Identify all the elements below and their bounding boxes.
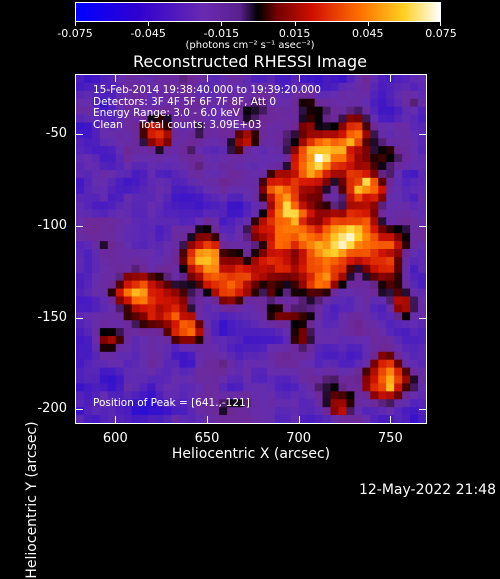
info-time-range: 15-Feb-2014 19:38:40.000 to 19:39:20.000 [93,84,321,96]
info-clean-counts: Clean Total counts: 3.09E+03 [93,118,262,131]
y-tick-label: -100 [37,218,67,234]
y-tick-label: -150 [37,309,67,325]
y-tick-mark [75,134,83,136]
colorbar-tick [367,22,369,26]
timestamp: 12-May-2022 21:48 [358,482,496,498]
y-tick-label: -200 [37,401,67,417]
y-tick-mark [419,226,427,228]
image-plot [75,74,427,424]
colorbar-gradient [76,3,440,21]
x-tick-label: 600 [102,431,128,446]
colorbar-units: (photons cm⁻² s⁻¹ asec⁻²) [185,40,315,51]
y-tick-label: -50 [45,126,67,142]
colorbar-tick-label: -0.075 [57,27,93,40]
x-tick-label: 650 [194,431,220,446]
peak-position: Position of Peak = [641.,-121] [93,397,250,409]
y-tick-mark [419,317,427,319]
x-tick-mark [207,416,208,424]
x-tick-mark [298,416,300,424]
colorbar-tick-label: 0.015 [278,27,311,40]
image-title: Reconstructed RHESSI Image [133,52,367,71]
colorbar-tick [294,22,296,26]
y-tick-mark [419,134,427,136]
x-tick-mark [390,416,392,424]
x-axis-label: Heliocentric X (arcsec) [171,446,331,462]
y-axis-label: Heliocentric Y (arcsec) [24,421,40,579]
x-tick-label: 700 [286,431,312,446]
colorbar-ticks [75,22,441,28]
x-tick-mark [207,74,208,82]
colorbar [75,2,441,22]
colorbar-tick [440,22,441,26]
colorbar-tick-label: 0.075 [425,27,457,40]
y-tick-mark [419,409,427,411]
y-tick-mark [75,409,83,411]
y-tick-mark [75,226,83,228]
colorbar-tick [148,22,150,26]
y-tick-mark [75,317,83,319]
colorbar-tick-label: -0.015 [203,27,240,40]
x-tick-label: 750 [377,431,403,446]
colorbar-tick [221,22,223,26]
colorbar-tick [75,22,76,26]
info-energy-range: Energy Range: 3.0 - 6.0 keV [93,107,240,119]
x-tick-mark [298,74,300,82]
rhessi-image [76,75,426,423]
colorbar-tick-label: 0.045 [352,27,384,40]
x-tick-mark [115,74,117,82]
info-text: 15-Feb-2014 19:38:40.000 to 19:39:20.000… [93,84,321,131]
info-detectors: Detectors: 3F 4F 5F 6F 7F 8F, Att 0 [93,95,277,108]
x-tick-mark [115,416,117,424]
x-tick-mark [390,74,392,82]
colorbar-tick-label: -0.045 [130,27,166,40]
